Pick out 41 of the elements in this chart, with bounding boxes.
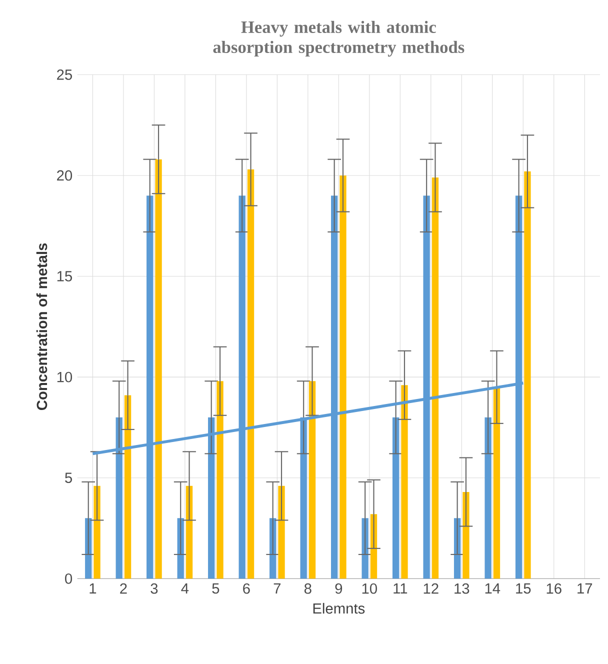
bar bbox=[216, 381, 224, 579]
bar bbox=[462, 492, 470, 579]
x-tick-label: 11 bbox=[394, 583, 408, 594]
y-tick-label: 20 bbox=[57, 170, 72, 181]
x-tick-label: 6 bbox=[243, 583, 250, 594]
x-tick-label: 17 bbox=[578, 583, 592, 594]
y-tick-label: 15 bbox=[57, 271, 72, 282]
x-tick-label: 4 bbox=[181, 583, 189, 594]
x-tick-label: 9 bbox=[335, 583, 342, 594]
x-tick-label: 13 bbox=[454, 583, 470, 594]
x-axis-title: Elemnts bbox=[313, 602, 365, 614]
x-tick-label: 2 bbox=[120, 583, 127, 594]
x-tick-label: 16 bbox=[546, 583, 562, 594]
y-tick-label: 25 bbox=[57, 69, 72, 80]
y-axis-title: Concentration of metals bbox=[36, 243, 48, 410]
x-tick-label: 5 bbox=[212, 583, 220, 594]
bar bbox=[155, 159, 162, 579]
bar bbox=[432, 177, 439, 579]
bar bbox=[94, 486, 100, 579]
bar bbox=[493, 387, 500, 579]
x-tick-label: 15 bbox=[516, 583, 531, 594]
x-tick-label: 3 bbox=[150, 583, 158, 594]
x-tick-label: 14 bbox=[485, 583, 500, 594]
bar bbox=[524, 171, 531, 579]
x-tick-label: 10 bbox=[362, 583, 377, 594]
bar bbox=[340, 175, 346, 579]
x-tick-label: 8 bbox=[304, 583, 312, 594]
bar bbox=[308, 381, 316, 579]
bar bbox=[484, 417, 492, 579]
x-tick-label: 12 bbox=[424, 583, 438, 594]
chart-title: Heavy metals with atomic absorption spectrometry methods bbox=[213, 20, 464, 57]
x-tick-label: 7 bbox=[274, 583, 281, 594]
bar bbox=[401, 385, 408, 579]
y-tick-label: 10 bbox=[57, 372, 72, 382]
y-tick-label: 5 bbox=[65, 472, 72, 483]
bar bbox=[124, 395, 132, 579]
y-tick-label: 0 bbox=[65, 573, 72, 584]
x-tick-label: 1 bbox=[90, 583, 96, 594]
bar bbox=[392, 417, 400, 579]
bar bbox=[247, 169, 254, 579]
bar bbox=[278, 486, 285, 579]
